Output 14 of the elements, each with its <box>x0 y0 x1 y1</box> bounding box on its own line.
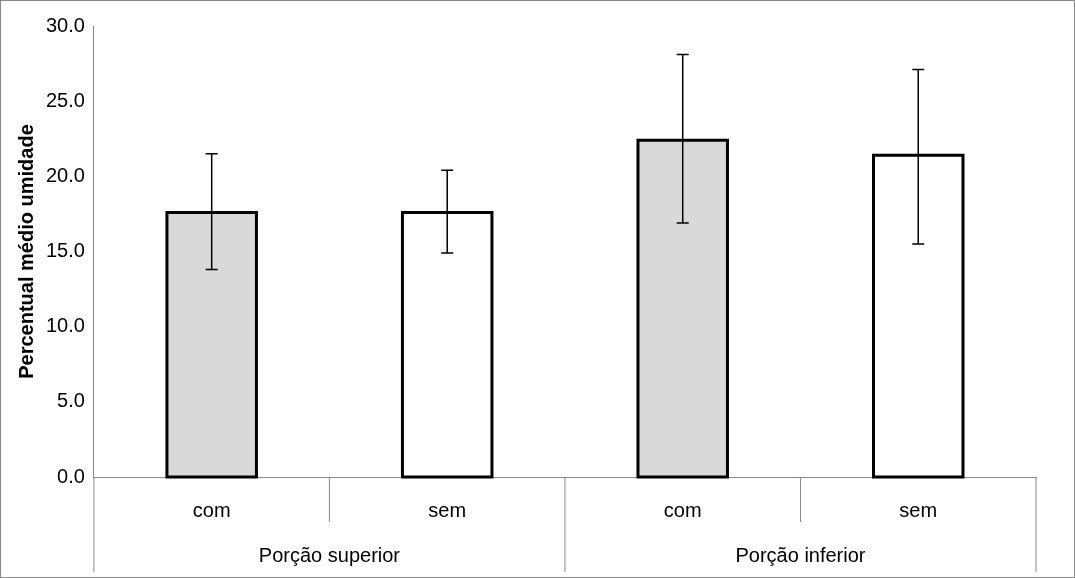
x-tick-label: sem <box>428 498 467 521</box>
y-tick-label: 0.0 <box>57 464 85 487</box>
y-tick-label: 10.0 <box>45 314 85 337</box>
x-tick-label: com <box>663 498 702 521</box>
y-tick-label: 15.0 <box>45 239 85 262</box>
y-tick-label: 20.0 <box>45 163 85 186</box>
y-tick-label: 5.0 <box>57 389 85 412</box>
y-tick-label: 30.0 <box>45 13 85 36</box>
x-tick-label: com <box>192 498 231 521</box>
text: Porção superior <box>258 543 401 566</box>
y-axis-title: Percentual médio umidade <box>14 124 37 379</box>
text: Porção inferior <box>735 543 866 566</box>
x-tick-label: sem <box>899 498 938 521</box>
y-tick-label: 25.0 <box>45 88 85 111</box>
